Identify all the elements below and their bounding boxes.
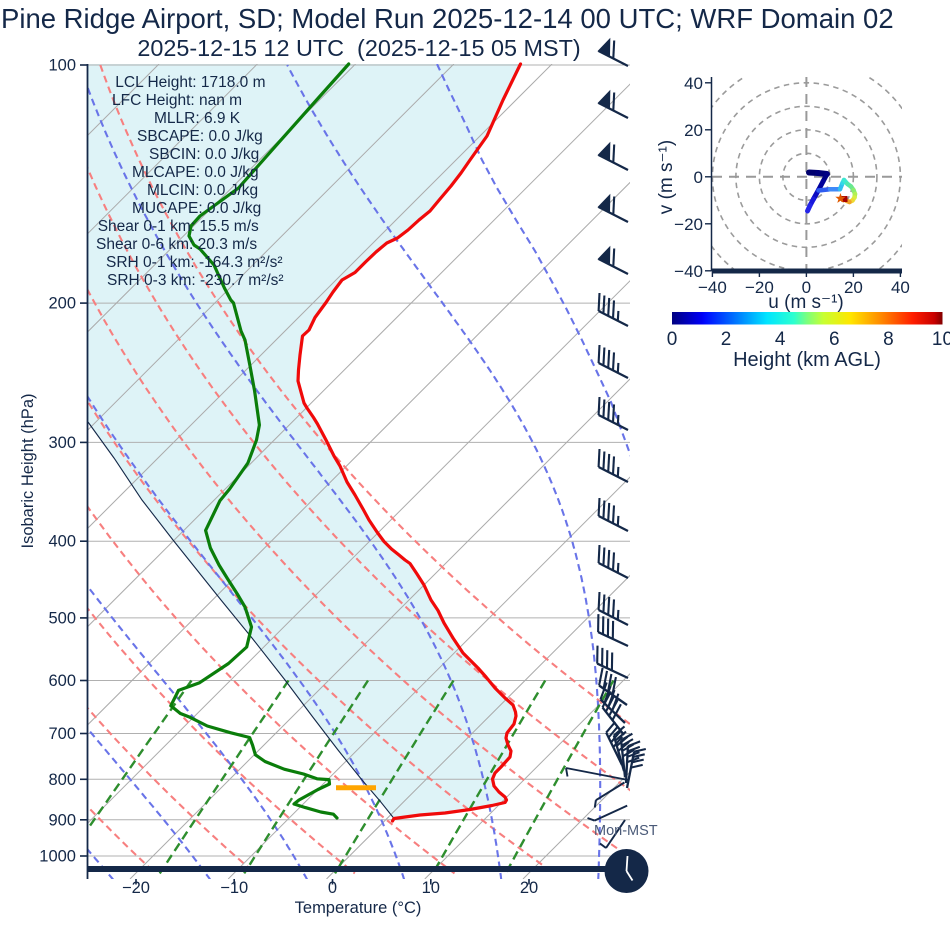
svg-text:Pine Ridge Airport, SD; Model: Pine Ridge Airport, SD; Model Run 2025-1…	[1, 3, 894, 34]
svg-text:−20: −20	[745, 278, 774, 297]
svg-text:u (m s⁻¹): u (m s⁻¹)	[768, 292, 843, 313]
svg-text:0: 0	[667, 329, 678, 350]
svg-text:0: 0	[802, 278, 811, 297]
svg-text:SBCIN: 0.0 J/kg: SBCIN: 0.0 J/kg	[149, 146, 259, 163]
svg-text:300: 300	[48, 434, 76, 452]
svg-text:−10: −10	[220, 879, 248, 897]
svg-text:−20: −20	[122, 879, 150, 897]
svg-text:SBCAPE: 0.0 J/kg: SBCAPE: 0.0 J/kg	[137, 128, 263, 145]
svg-text:10: 10	[422, 879, 440, 897]
svg-text:MLCAPE: 0.0 J/kg: MLCAPE: 0.0 J/kg	[132, 164, 259, 181]
svg-text:20: 20	[684, 121, 703, 140]
svg-text:Height (km AGL): Height (km AGL)	[733, 349, 881, 371]
svg-text:0: 0	[694, 168, 703, 187]
svg-text:500: 500	[48, 609, 76, 627]
svg-text:0: 0	[328, 879, 337, 897]
svg-text:Mon-MST: Mon-MST	[594, 823, 658, 839]
svg-text:Isobaric Height (hPa): Isobaric Height (hPa)	[19, 394, 37, 549]
svg-text:LCL Height: 1718.0 m: LCL Height: 1718.0 m	[115, 74, 265, 91]
svg-text:−40: −40	[674, 262, 703, 281]
svg-text:40: 40	[684, 74, 703, 93]
svg-text:10: 10	[932, 329, 950, 350]
svg-text:−40: −40	[698, 278, 727, 297]
svg-text:1000: 1000	[39, 848, 76, 866]
svg-text:600: 600	[48, 672, 76, 690]
svg-text:700: 700	[48, 725, 76, 743]
svg-text:100: 100	[48, 57, 76, 75]
svg-text:Shear 0-1 km: 15.5 m/s: Shear 0-1 km: 15.5 m/s	[98, 218, 259, 235]
svg-text:900: 900	[48, 811, 76, 829]
svg-text:v (m s⁻¹): v (m s⁻¹)	[656, 140, 677, 214]
svg-text:20: 20	[844, 278, 863, 297]
svg-text:4: 4	[775, 329, 786, 350]
svg-text:2: 2	[721, 329, 732, 350]
svg-text:LFC Height: nan m: LFC Height: nan m	[112, 92, 242, 109]
svg-text:SRH 0-1 km: -164.3 m²/s²: SRH 0-1 km: -164.3 m²/s²	[106, 254, 283, 271]
svg-text:2025-12-15 12 UTC (2025-12-15: 2025-12-15 12 UTC (2025-12-15 05 MST)	[137, 35, 580, 61]
svg-text:Shear 0-6 km: 20.3 m/s: Shear 0-6 km: 20.3 m/s	[96, 236, 257, 253]
svg-text:MLLR: 6.9 K: MLLR: 6.9 K	[154, 110, 241, 127]
svg-text:Temperature (°C): Temperature (°C)	[295, 899, 422, 917]
svg-text:MLCIN: 0.0 J/kg: MLCIN: 0.0 J/kg	[147, 182, 258, 199]
svg-text:800: 800	[48, 771, 76, 789]
svg-text:20: 20	[520, 879, 538, 897]
svg-text:400: 400	[48, 533, 76, 551]
svg-text:40: 40	[891, 278, 910, 297]
svg-text:200: 200	[48, 295, 76, 313]
svg-text:−20: −20	[674, 215, 703, 234]
svg-text:8: 8	[883, 329, 894, 350]
svg-text:SRH 0-3 km: -230.7 m²/s²: SRH 0-3 km: -230.7 m²/s²	[107, 272, 284, 289]
svg-text:MUCAPE: 0.0 J/kg: MUCAPE: 0.0 J/kg	[132, 200, 261, 217]
svg-text:6: 6	[829, 329, 840, 350]
